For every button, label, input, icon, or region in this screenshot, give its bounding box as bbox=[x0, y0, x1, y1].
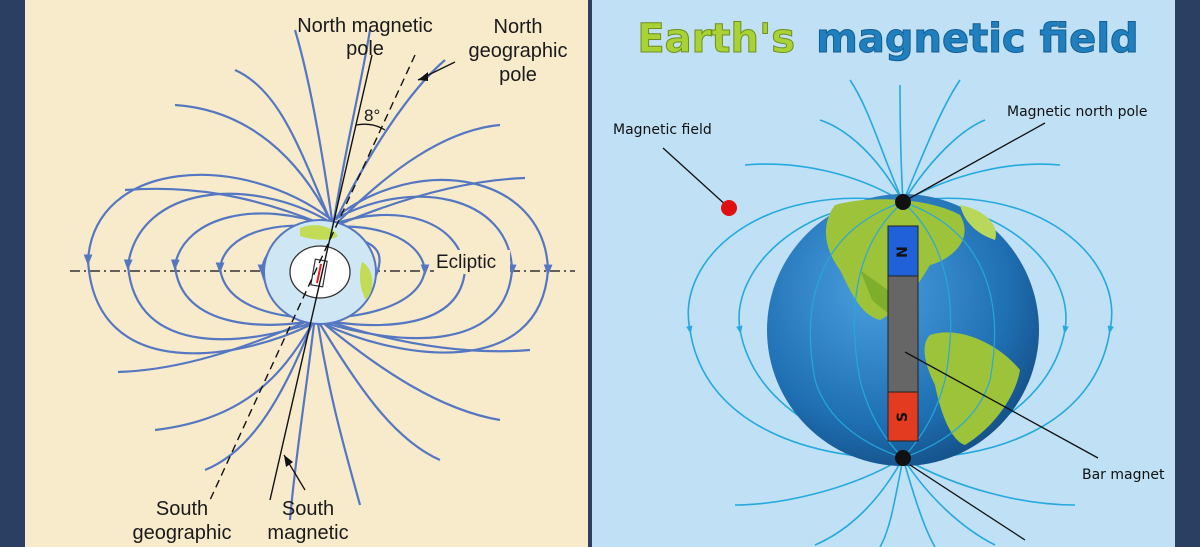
north-pole-dot bbox=[895, 194, 911, 210]
magnetic-field-leader bbox=[662, 147, 729, 208]
inner-field-lines bbox=[809, 201, 996, 459]
north-geographic-pole-label-line1: North bbox=[494, 16, 543, 38]
south-pole-leader bbox=[909, 464, 1026, 541]
earth-land-east bbox=[359, 262, 373, 300]
south-pole-dot bbox=[895, 450, 911, 466]
title-part-earths: Earth's bbox=[637, 16, 795, 62]
left-field-lines bbox=[83, 29, 553, 521]
magnetic-field-label: Magnetic field bbox=[613, 122, 712, 138]
south-magnetic-label-line2: magnetic bbox=[267, 522, 348, 544]
magnetic-axis-line bbox=[269, 54, 373, 501]
south-magnetic-label-line1: South bbox=[282, 498, 334, 520]
bar-magnet-south bbox=[887, 391, 919, 442]
magnet-south-letter: S bbox=[895, 412, 911, 422]
continent-greenland bbox=[960, 205, 996, 240]
field-marker-dot bbox=[721, 200, 737, 216]
right-title: Earth's magnetic field bbox=[637, 16, 1138, 62]
geographic-axis-line bbox=[209, 54, 416, 501]
south-geographic-label-line2: geographic bbox=[133, 522, 232, 544]
left-panel: 8° North magnetic pole North geographic … bbox=[25, 0, 588, 547]
angle-label: 8° bbox=[364, 106, 380, 125]
north-geographic-pole-label-line3: pole bbox=[499, 64, 537, 86]
north-geographic-pole-label-line2: geographic bbox=[469, 40, 568, 62]
north-magnetic-pole-label-line2: pole bbox=[346, 38, 384, 60]
ecliptic-label: Ecliptic bbox=[436, 252, 496, 273]
north-pole-leader bbox=[909, 122, 1046, 199]
title-part-magnetic-field: magnetic field bbox=[816, 16, 1139, 62]
right-panel: N S Earth's magnetic field Magnetic fiel… bbox=[592, 0, 1175, 547]
bar-magnet-north bbox=[887, 225, 919, 277]
magnet-north-letter: N bbox=[895, 246, 911, 258]
earth-land-north bbox=[300, 225, 338, 240]
ecliptic-label-bg bbox=[434, 250, 510, 274]
south-geographic-label-line1: South bbox=[156, 498, 208, 520]
dipole-arrow bbox=[316, 263, 322, 284]
magnetic-north-pole-label: Magnetic north pole bbox=[1007, 104, 1148, 120]
bar-magnet-label: Bar magnet bbox=[1082, 467, 1165, 483]
north-magnetic-pole-label-line1: North magnetic bbox=[297, 15, 433, 37]
angle-arc bbox=[355, 123, 386, 131]
bar-magnet-leader bbox=[904, 351, 1099, 459]
